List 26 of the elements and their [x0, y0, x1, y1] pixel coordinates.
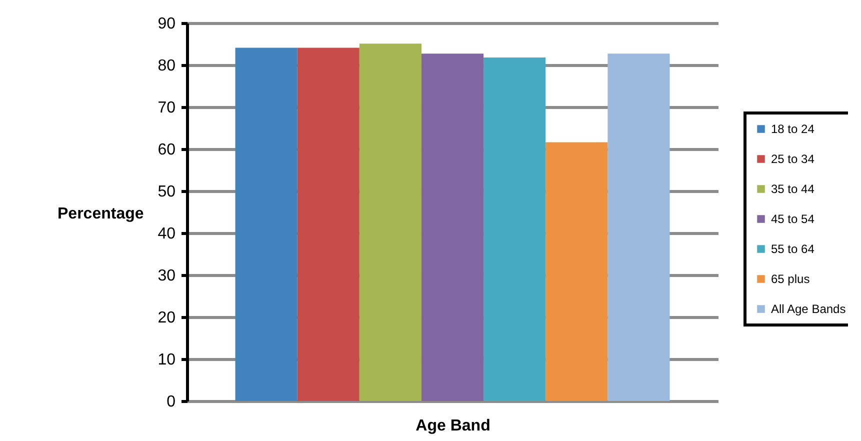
y-tick-label: 80: [158, 58, 176, 74]
bar: [608, 54, 670, 401]
y-axis-title: Percentage: [58, 206, 144, 222]
legend-label: 55 to 64: [771, 242, 815, 256]
legend-label: 45 to 54: [771, 212, 815, 226]
y-tick-label: 90: [158, 16, 176, 32]
bar: [235, 48, 298, 401]
bar: [359, 44, 422, 401]
legend-label: 18 to 24: [771, 122, 815, 136]
legend-label: 25 to 34: [771, 152, 815, 166]
bar: [546, 142, 608, 401]
y-tick-label: 30: [158, 268, 176, 284]
y-tick-label: 60: [158, 142, 176, 158]
legend-label: All Age Bands: [771, 302, 846, 316]
y-tick-label: 0: [166, 394, 176, 410]
y-tick-label: 40: [158, 226, 176, 242]
legend-label: 65 plus: [771, 272, 810, 286]
y-tick-label: 20: [158, 310, 176, 326]
legend-label: 35 to 44: [771, 182, 815, 196]
bar: [484, 57, 546, 401]
x-axis-title: Age Band: [416, 418, 490, 434]
y-tick-label: 50: [158, 184, 176, 200]
bar: [297, 48, 360, 401]
bar: [421, 54, 484, 401]
y-tick-label: 70: [158, 100, 176, 116]
y-tick-label: 10: [158, 352, 176, 368]
